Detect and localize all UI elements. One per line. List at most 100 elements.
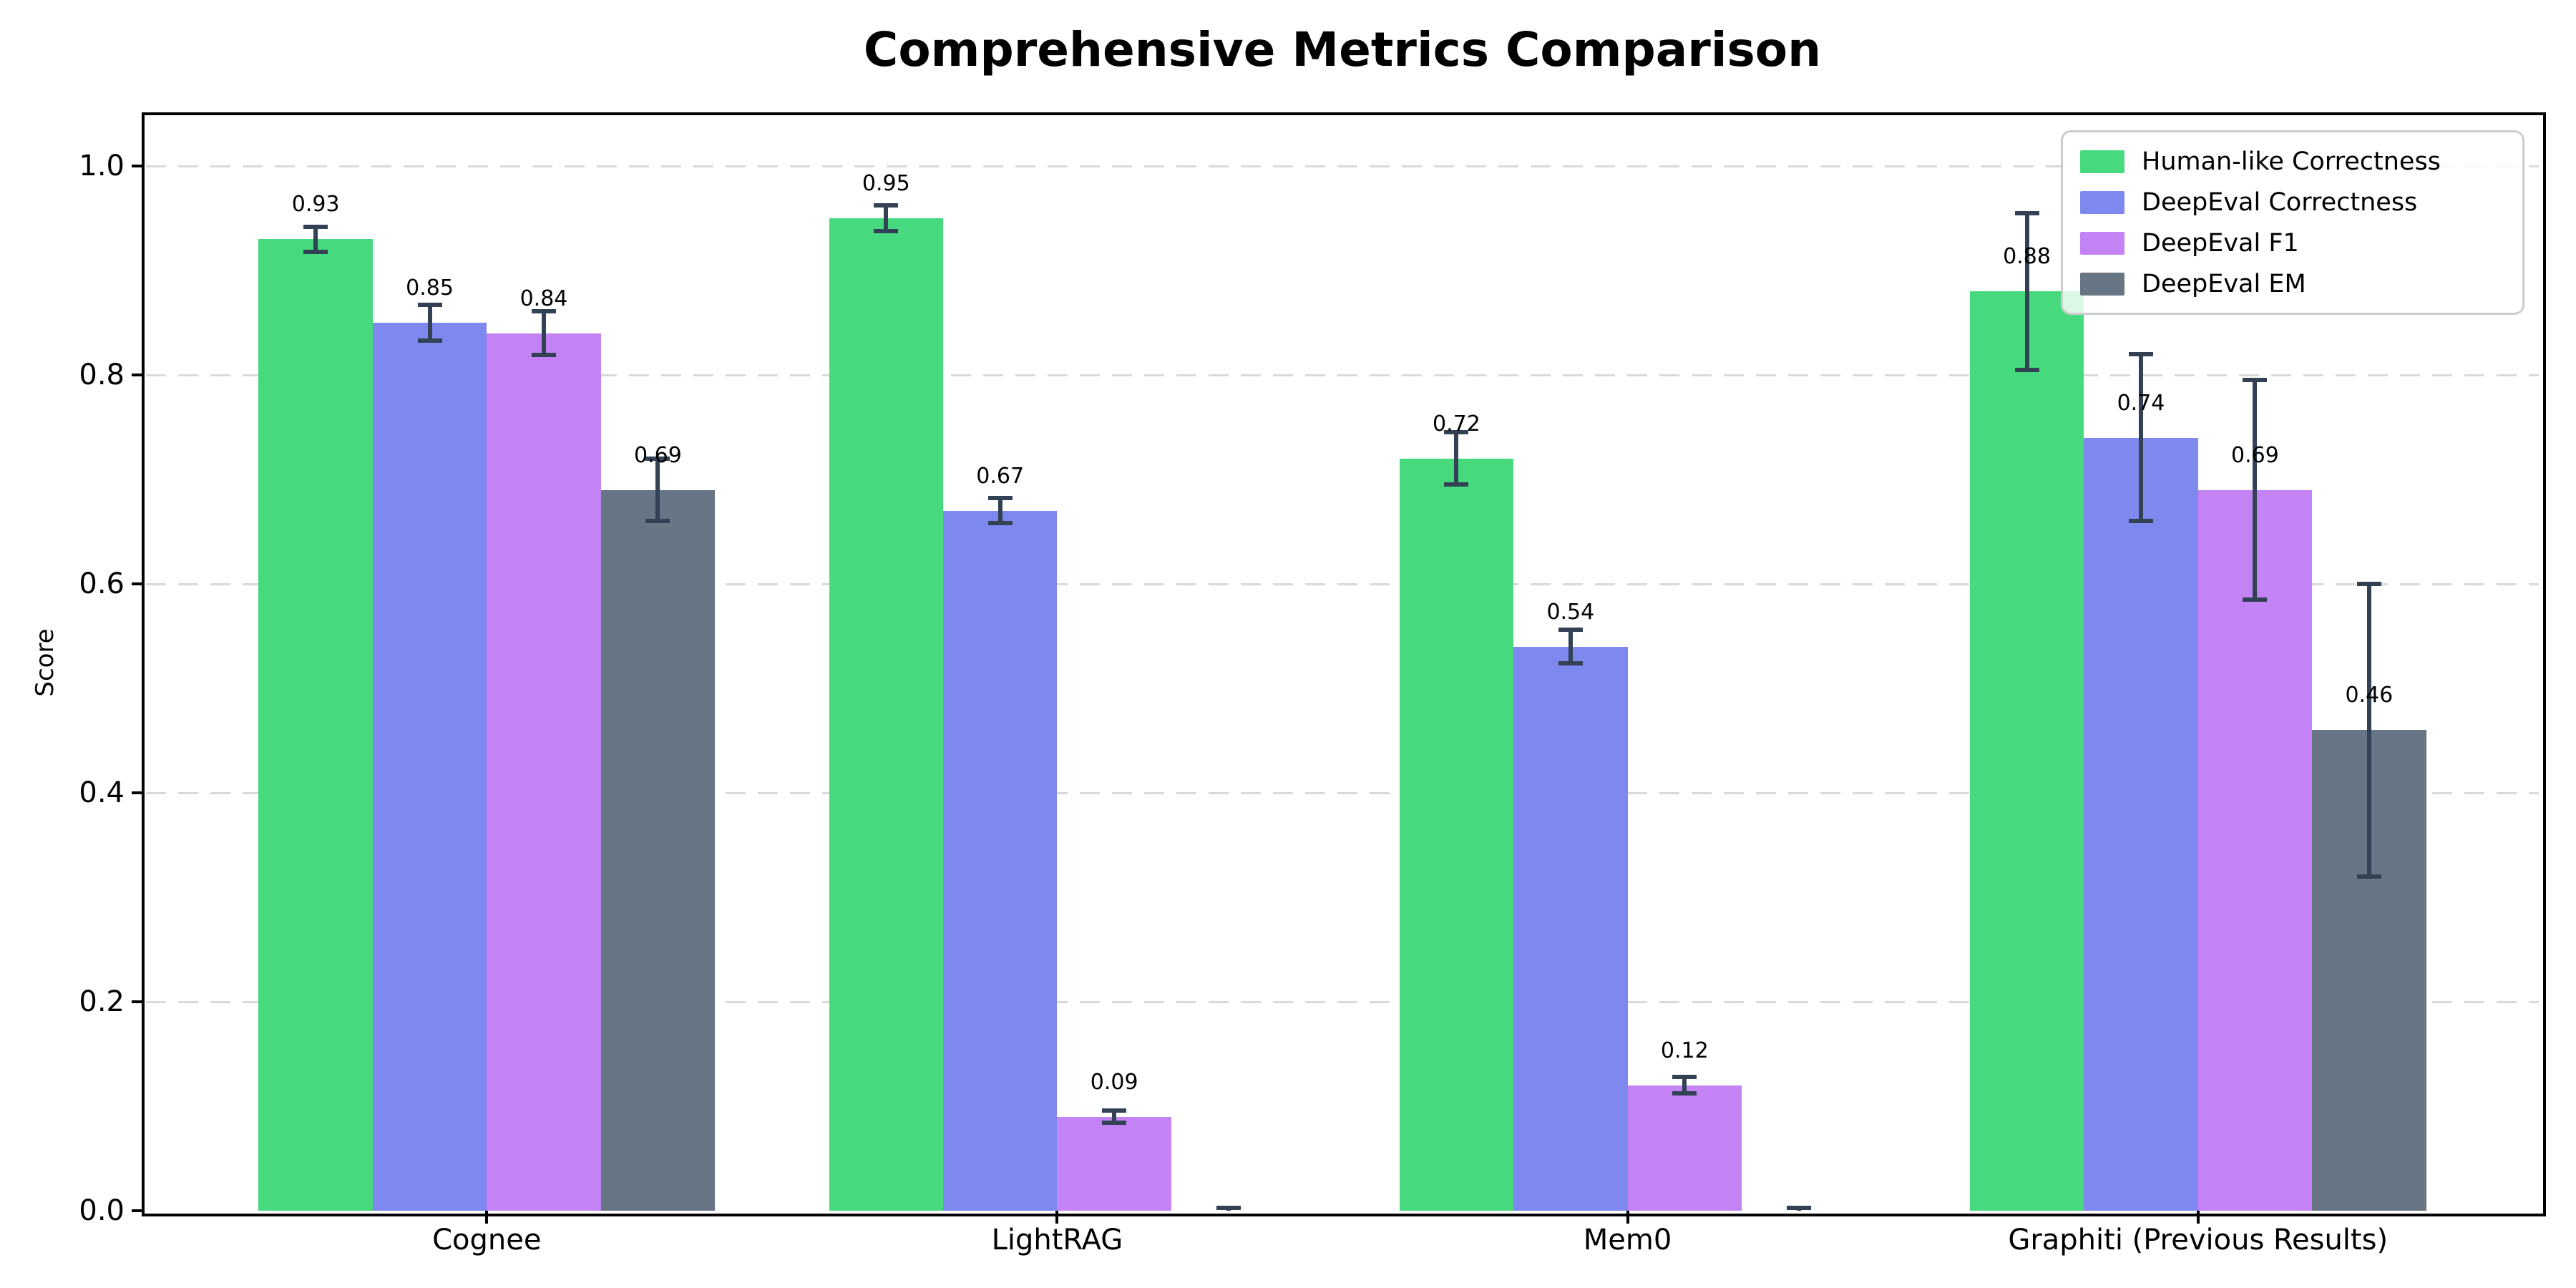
y-tick-0.6 [132,582,145,585]
error-cap-top-deepeval-em-cognee [645,456,670,461]
chart-title: Comprehensive Metrics Comparison [863,22,1822,77]
error-cap-bottom-deepeval-correctness-lightrag [987,521,1013,526]
y-tick-0.2 [132,1000,145,1003]
gridline-0.8 [146,374,2539,376]
error-cap-top-deepeval-correctness-graphiti-previous-results [2129,351,2153,356]
legend: Human-like Correctness DeepEval Correctne… [2061,130,2524,315]
error-cap-top-deepeval-correctness-mem0 [1558,628,1583,633]
error-cap-bottom-deepeval-em-cognee [645,519,670,524]
y-tick-1.0 [132,165,145,167]
gridline-1.0 [146,165,2539,167]
legend-label-deepeval-correctness: DeepEval Correctness [2142,187,2418,217]
x-tick-label-lightrag: LightRAG [991,1224,1123,1257]
error-bar-deepeval-f1-graphiti-previous-results [2253,380,2258,600]
bar-value-label-human-like-correctness-graphiti-previous-results: 0.88 [2003,244,2051,270]
bar-value-label-deepeval-f1-cognee: 0.84 [519,286,568,311]
x-tick-lightrag [1055,1211,1059,1224]
gridline-0.4 [146,792,2539,794]
bar-value-label-human-like-correctness-cognee: 0.93 [291,192,340,218]
error-cap-bottom-deepeval-f1-mem0 [1672,1091,1697,1096]
x-tick-label-mem0: Mem0 [1583,1224,1672,1257]
bar-human-like-correctness-mem0 [1399,458,1514,1211]
error-bar-deepeval-correctness-mem0 [1568,630,1573,663]
bar-value-label-deepeval-correctness-graphiti-previous-results: 0.74 [2117,390,2165,416]
error-cap-bottom-human-like-correctness-lightrag [874,228,899,233]
y-tick-label-1.0: 1.0 [79,150,125,182]
error-bar-human-like-correctness-mem0 [1454,432,1459,485]
legend-item-deepeval-em: DeepEval EM [2080,268,2505,300]
y-tick-label-0.6: 0.6 [79,567,125,600]
error-cap-bottom-deepeval-correctness-mem0 [1558,660,1583,665]
gridline-0.2 [146,1001,2539,1003]
bar-value-label-deepeval-f1-lightrag: 0.09 [1090,1069,1138,1095]
error-cap-bottom-deepeval-f1-lightrag [1102,1121,1127,1126]
x-tick-cognee [485,1211,489,1224]
y-tick-label-0.4: 0.4 [79,776,125,809]
y-tick-label-0.2: 0.2 [79,985,125,1018]
bar-human-like-correctness-cognee [258,239,373,1211]
error-bar-deepeval-correctness-cognee [427,305,432,341]
bar-deepeval-correctness-cognee [372,323,487,1211]
x-tick-graphiti-previous-results [2196,1211,2200,1224]
error-cap-top-deepeval-f1-graphiti-previous-results [2243,378,2268,383]
error-cap-top-human-like-correctness-lightrag [874,203,899,208]
error-cap-bottom-human-like-correctness-cognee [303,249,328,254]
bar-deepeval-f1-graphiti-previous-results [2197,489,2313,1211]
bar-value-label-deepeval-em-cognee: 0.69 [634,442,682,468]
bar-value-label-human-like-correctness-mem0: 0.72 [1433,411,1480,436]
y-tick-0.4 [132,791,145,794]
error-bar-deepeval-em-graphiti-previous-results [2366,584,2371,877]
error-cap-top-deepeval-em-lightrag [1216,1205,1241,1210]
bar-value-label-deepeval-f1-mem0: 0.12 [1660,1038,1709,1063]
error-cap-top-human-like-correctness-mem0 [1444,430,1469,435]
legend-item-human-like-correctness: Human-like Correctness [2080,146,2505,177]
bar-value-label-human-like-correctness-lightrag: 0.95 [862,171,910,196]
error-bar-deepeval-correctness-lightrag [997,498,1002,524]
legend-swatch-human-like-correctness [2080,150,2124,173]
bar-deepeval-em-cognee [600,489,716,1211]
error-bar-human-like-correctness-graphiti-previous-results [2024,213,2029,370]
x-tick-label-cognee: Cognee [432,1224,542,1257]
x-tick-mem0 [1626,1211,1629,1224]
error-cap-bottom-deepeval-f1-graphiti-previous-results [2243,597,2268,602]
error-cap-bottom-human-like-correctness-mem0 [1444,482,1469,487]
error-cap-top-deepeval-f1-cognee [532,308,556,313]
bar-deepeval-f1-mem0 [1627,1085,1742,1211]
bar-deepeval-correctness-lightrag [943,510,1058,1211]
gridline-0.6 [146,583,2539,585]
error-cap-top-deepeval-f1-lightrag [1102,1108,1127,1113]
legend-swatch-deepeval-f1 [2080,231,2124,255]
error-bar-deepeval-f1-lightrag [1112,1110,1117,1123]
y-tick-label-0.0: 0.0 [79,1194,125,1227]
error-cap-top-human-like-correctness-graphiti-previous-results [2014,210,2039,215]
bar-deepeval-f1-lightrag [1057,1116,1171,1211]
error-cap-top-deepeval-em-mem0 [1786,1205,1811,1210]
error-cap-top-deepeval-correctness-lightrag [987,496,1013,501]
y-tick-0.0 [132,1209,145,1212]
error-cap-top-deepeval-f1-mem0 [1672,1075,1697,1080]
legend-swatch-deepeval-em [2080,272,2124,296]
error-bar-deepeval-em-cognee [655,458,660,522]
bar-value-label-deepeval-f1-graphiti-previous-results: 0.69 [2231,442,2279,468]
legend-item-deepeval-correctness: DeepEval Correctness [2080,187,2505,218]
bar-value-label-deepeval-correctness-lightrag: 0.67 [976,463,1025,489]
y-tick-label-0.8: 0.8 [79,358,125,391]
legend-label-human-like-correctness: Human-like Correctness [2142,147,2441,176]
error-cap-bottom-deepeval-correctness-graphiti-previous-results [2129,519,2153,524]
error-bar-human-like-correctness-cognee [313,226,318,252]
error-cap-top-human-like-correctness-cognee [303,224,328,229]
error-bar-deepeval-f1-cognee [542,311,546,356]
error-cap-top-deepeval-em-graphiti-previous-results [2356,582,2381,586]
bar-human-like-correctness-lightrag [829,218,943,1211]
bar-value-label-deepeval-correctness-mem0: 0.54 [1546,599,1595,625]
error-cap-bottom-human-like-correctness-graphiti-previous-results [2014,367,2039,372]
bar-human-like-correctness-graphiti-previous-results [1969,291,2084,1211]
bar-value-label-deepeval-correctness-cognee: 0.85 [406,275,454,301]
error-cap-bottom-deepeval-f1-cognee [532,353,556,358]
error-bar-human-like-correctness-lightrag [884,205,889,231]
bar-deepeval-f1-cognee [487,333,601,1211]
bar-value-label-deepeval-em-graphiti-previous-results: 0.46 [2345,683,2394,708]
x-tick-label-graphiti-previous-results: Graphiti (Previous Results) [2008,1224,2389,1257]
